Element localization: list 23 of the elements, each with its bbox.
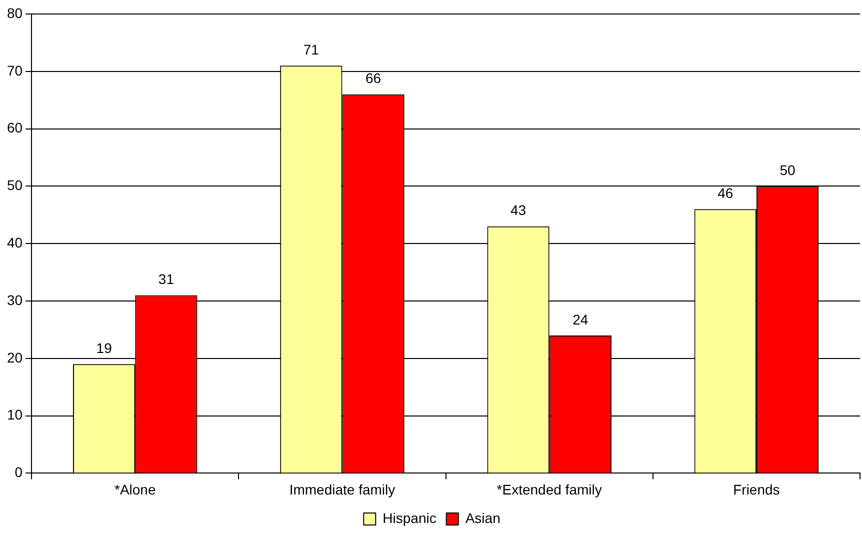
y-tick-label: 70 — [6, 62, 23, 78]
x-tick-label: Immediate family — [289, 481, 396, 498]
y-tick-label: 50 — [6, 177, 23, 194]
data-label: 43 — [510, 202, 526, 218]
y-tick-label: 40 — [6, 234, 23, 250]
data-label: 50 — [780, 162, 796, 178]
y-tick-label: 80 — [6, 4, 23, 21]
data-label: 66 — [366, 70, 382, 86]
x-tick-label: Friends — [733, 481, 780, 498]
data-label: 24 — [572, 311, 588, 328]
data-label: 31 — [158, 271, 174, 288]
y-tick-label: 20 — [6, 349, 23, 366]
y-tick-label: 30 — [6, 292, 23, 308]
y-tick-label: 10 — [6, 406, 23, 423]
x-tick-label: *Extended family — [496, 481, 602, 498]
x-tick-label: *Alone — [114, 481, 156, 498]
data-label: 46 — [718, 185, 734, 202]
y-tick-label: 60 — [6, 120, 23, 136]
data-label: 71 — [303, 42, 320, 58]
y-tick-label: 0 — [14, 464, 23, 480]
legend-label: Hispanic — [382, 510, 436, 526]
legend-label: Asian — [465, 510, 500, 526]
data-label: 19 — [96, 340, 112, 356]
